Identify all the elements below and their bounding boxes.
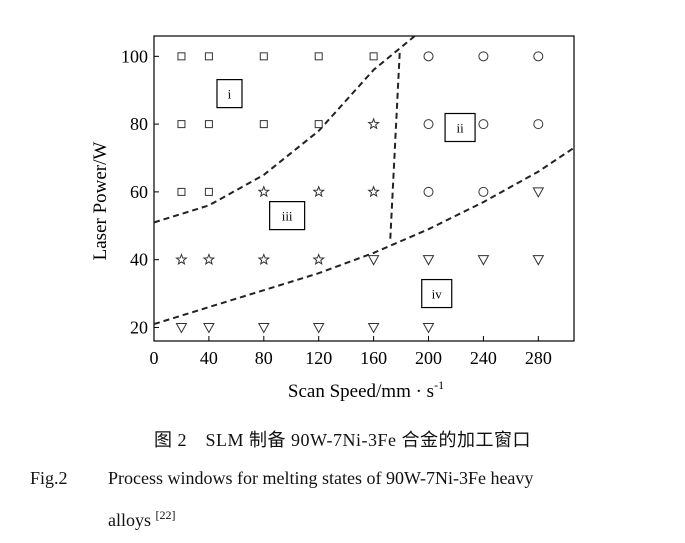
- y-tick-label: 20: [130, 317, 148, 337]
- triangle-down-marker: [312, 322, 325, 334]
- caption-text-line1: Process windows for melting states of 90…: [108, 468, 534, 488]
- star-marker: [312, 253, 326, 266]
- star-marker: [367, 185, 380, 198]
- region-label-text: ii: [456, 121, 464, 136]
- square-marker: [177, 187, 186, 196]
- circle-marker: [423, 186, 434, 197]
- circle-marker: [533, 51, 544, 62]
- square-marker: [259, 120, 268, 129]
- x-tick-label: 160: [360, 348, 387, 368]
- square-marker: [314, 52, 323, 61]
- star-marker: [257, 185, 271, 198]
- square-marker: [204, 52, 213, 61]
- star-marker: [367, 117, 380, 130]
- region-label-box: [269, 201, 306, 231]
- region-boundary-line: [153, 146, 575, 326]
- x-axis-label-main: Scan Speed/mm · s: [288, 381, 434, 402]
- square-marker: [369, 52, 378, 61]
- triangle-down-marker: [477, 255, 490, 266]
- x-tick-label: 0: [150, 348, 159, 368]
- region-boundary-line: [389, 52, 401, 243]
- plot-frame: [153, 35, 575, 342]
- figure-caption-chinese: 图 2 SLM 制备 90W-7Ni-3Fe 合金的加工窗口: [154, 430, 531, 450]
- circle-marker: [423, 119, 434, 130]
- x-tick-label: 280: [525, 348, 552, 368]
- circle-marker: [478, 51, 489, 62]
- axis-ticks: 0 40 80 120 160 200 240 280 20 40 60 80 100: [121, 46, 552, 368]
- x-axis-label-sup: -1: [434, 378, 444, 392]
- circle-marker: [423, 51, 434, 62]
- y-tick-label: 40: [130, 250, 148, 270]
- region-label-box: [421, 278, 453, 309]
- triangle-down-marker: [422, 322, 435, 334]
- square-marker: [259, 52, 268, 61]
- star-marker: [175, 253, 188, 266]
- region-label-box: [216, 79, 243, 109]
- y-tick-label: 100: [121, 46, 148, 66]
- circle-marker: [478, 186, 489, 197]
- star-marker: [257, 253, 271, 266]
- triangle-down-marker: [532, 187, 545, 198]
- square-marker: [314, 120, 323, 129]
- figure-caption-english-line2: alloys [22]: [108, 508, 176, 531]
- caption-reference: [22]: [155, 508, 176, 522]
- region-label-text: iii: [282, 209, 293, 224]
- region-boundary-line: [153, 35, 416, 224]
- square-marker: [177, 120, 186, 129]
- data-markers: [175, 51, 545, 334]
- triangle-down-marker: [422, 255, 435, 266]
- x-tick-label: 80: [255, 348, 273, 368]
- region-label-box: [444, 112, 476, 143]
- triangle-down-marker: [175, 322, 188, 334]
- square-marker: [204, 120, 213, 129]
- x-tick-label: 240: [470, 348, 497, 368]
- circle-marker: [478, 119, 489, 130]
- region-label-text: iv: [432, 287, 443, 302]
- x-axis-label: Scan Speed/mm · s-1: [288, 378, 444, 402]
- x-tick-label: 200: [415, 348, 442, 368]
- x-tick-label: 120: [305, 348, 332, 368]
- triangle-down-marker: [257, 322, 270, 334]
- triangle-down-marker: [203, 322, 215, 334]
- triangle-down-marker: [367, 255, 380, 266]
- region-label-text: i: [228, 87, 232, 102]
- triangle-down-marker: [532, 255, 545, 266]
- y-tick-label: 60: [130, 182, 148, 202]
- triangle-down-marker: [367, 322, 380, 334]
- circle-marker: [533, 119, 544, 130]
- star-marker: [312, 185, 326, 198]
- figure-caption-english-line1: Fig.2 Process windows for melting states …: [30, 468, 533, 489]
- star-marker: [202, 253, 216, 266]
- caption-text-line2: alloys: [108, 510, 151, 530]
- region-boundaries: [153, 35, 575, 326]
- square-marker: [177, 52, 186, 61]
- x-tick-label: 40: [200, 348, 218, 368]
- y-axis-label: Laser Power/W: [90, 142, 111, 261]
- figure-number: Fig.2: [30, 468, 68, 488]
- square-marker: [204, 187, 213, 196]
- y-tick-label: 80: [130, 114, 148, 134]
